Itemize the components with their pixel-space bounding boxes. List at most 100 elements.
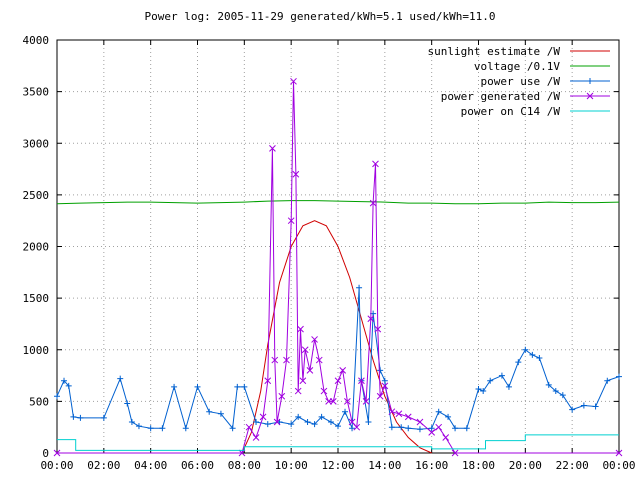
data-point <box>358 377 365 385</box>
data-point <box>320 387 328 395</box>
data-point <box>77 414 84 421</box>
y-tick-label: 1500 <box>23 292 50 305</box>
data-point <box>445 413 452 420</box>
data-point <box>124 400 131 407</box>
x-tick-label: 18:00 <box>462 459 495 472</box>
data-point <box>311 421 318 428</box>
legend-label: voltage /0.1V <box>474 60 560 73</box>
data-point <box>580 402 587 409</box>
x-tick-label: 10:00 <box>275 459 308 472</box>
data-point <box>117 375 124 382</box>
data-point <box>269 145 276 152</box>
data-point <box>182 425 189 432</box>
data-point <box>283 356 290 364</box>
data-point <box>353 423 361 431</box>
data-point <box>428 428 436 436</box>
data-point <box>271 356 279 364</box>
data-point <box>290 77 297 85</box>
data-point <box>234 383 241 390</box>
series-line <box>57 434 619 451</box>
data-point <box>388 408 396 416</box>
series-3 <box>53 77 623 457</box>
data-point <box>369 199 377 207</box>
legend-label: power generated /W <box>441 90 561 103</box>
data-point <box>377 367 384 374</box>
legend-marker <box>586 92 594 100</box>
x-tick-label: 16:00 <box>415 459 448 472</box>
series-line <box>57 81 619 454</box>
series-4 <box>57 434 619 451</box>
data-point <box>259 413 267 421</box>
data-point <box>545 381 552 388</box>
data-point <box>206 408 213 415</box>
data-point <box>61 377 68 384</box>
data-point <box>362 398 370 405</box>
x-tick-label: 14:00 <box>368 459 401 472</box>
data-point <box>301 346 309 354</box>
data-point <box>335 423 341 430</box>
legend-label: power use /W <box>481 75 561 88</box>
legend-label: power on C14 /W <box>461 105 561 118</box>
data-point <box>398 424 405 431</box>
data-point <box>395 410 403 418</box>
data-point <box>278 392 286 400</box>
data-point <box>559 392 566 399</box>
data-point <box>388 424 395 431</box>
series-line <box>56 200 620 205</box>
data-point <box>54 393 60 400</box>
legend: sunlight estimate /W voltage /0.1V power u… <box>428 45 610 118</box>
data-point <box>252 434 260 441</box>
data-point <box>135 423 142 430</box>
y-tick-label: 1000 <box>23 344 50 357</box>
data-point <box>147 425 154 432</box>
data-point <box>536 355 543 362</box>
data-point <box>65 382 72 389</box>
data-point <box>569 406 576 413</box>
data-point <box>217 410 224 417</box>
data-point <box>381 382 389 390</box>
data-point <box>592 403 599 410</box>
data-point <box>428 425 435 432</box>
data-point <box>327 419 334 426</box>
data-point <box>372 160 379 168</box>
y-tick-label: 3000 <box>23 137 50 150</box>
data-point <box>159 425 166 432</box>
y-tick-label: 500 <box>29 395 49 408</box>
data-point <box>522 346 529 353</box>
y-tick-label: 0 <box>42 447 49 460</box>
data-point <box>349 425 356 432</box>
data-point <box>442 434 450 441</box>
data-point <box>304 419 311 426</box>
data-point <box>311 336 318 343</box>
data-point <box>128 419 135 426</box>
data-point <box>194 383 201 390</box>
series-1 <box>56 200 620 205</box>
data-point <box>616 373 622 380</box>
y-tick-label: 2000 <box>23 241 50 254</box>
data-point <box>604 377 611 384</box>
data-point <box>367 315 375 323</box>
data-point <box>356 284 363 291</box>
y-tick-label: 2500 <box>23 189 50 202</box>
y-tick-label: 3500 <box>23 86 50 99</box>
x-tick-label: 00:00 <box>40 459 73 472</box>
data-point <box>329 398 337 405</box>
series-line <box>56 287 620 431</box>
chart-title: Power log: 2005-11-29 generated/kWh=5.1 … <box>144 10 496 23</box>
series-0 <box>241 220 432 454</box>
series-line <box>241 220 432 454</box>
data-point <box>294 387 302 395</box>
legend-marker <box>587 78 593 84</box>
data-point <box>273 418 281 426</box>
legend-label: sunlight estimate /W <box>428 45 561 58</box>
data-point <box>615 449 623 457</box>
data-point <box>318 413 325 420</box>
data-point <box>435 423 443 431</box>
data-point <box>171 383 178 390</box>
data-point <box>487 377 494 384</box>
data-point <box>339 367 347 374</box>
data-point <box>264 377 272 385</box>
x-tick-label: 06:00 <box>181 459 214 472</box>
